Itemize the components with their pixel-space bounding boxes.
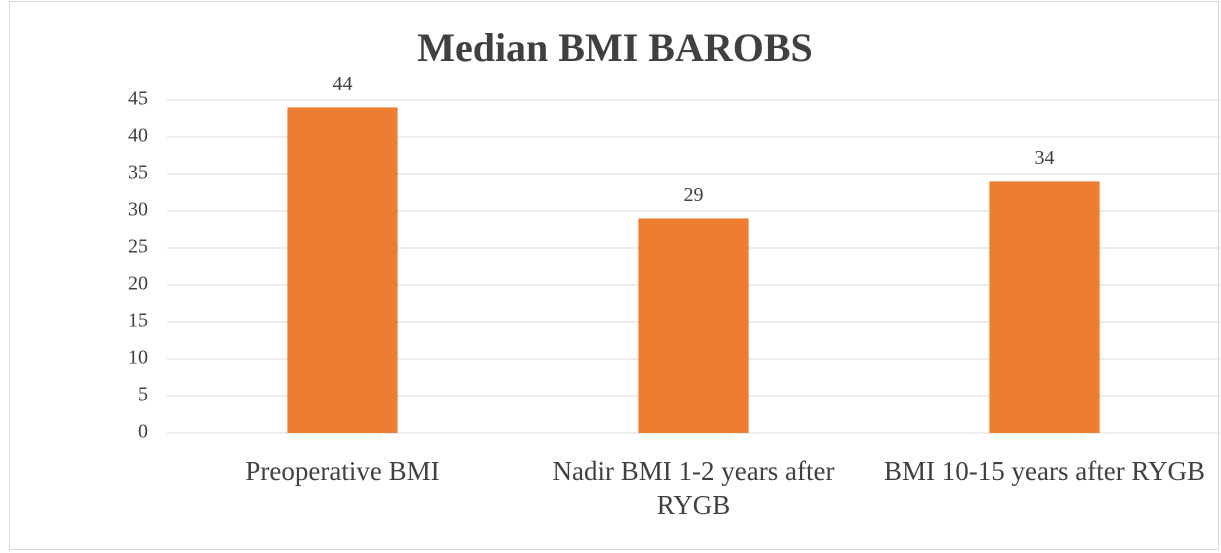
y-tick-label: 30 <box>128 199 148 221</box>
y-tick-label: 35 <box>128 162 148 184</box>
x-tick-label: Preoperative BMI <box>245 456 440 486</box>
data-label: 44 <box>333 73 353 95</box>
x-tick-label: BMI 10-15 years after RYGB <box>884 456 1205 486</box>
y-tick-label: 20 <box>128 273 148 295</box>
data-label: 34 <box>1035 147 1055 169</box>
bar <box>989 181 1100 433</box>
chart-title: Median BMI BAROBS <box>417 25 813 70</box>
y-tick-label: 25 <box>128 236 148 258</box>
bar <box>638 218 749 433</box>
y-tick-label: 5 <box>138 384 148 406</box>
y-tick-label: 40 <box>128 125 148 147</box>
y-tick-label: 45 <box>128 88 148 110</box>
bar <box>287 107 398 434</box>
x-tick-label: Nadir BMI 1-2 years after RYGB <box>552 456 835 520</box>
y-tick-label: 10 <box>128 347 148 369</box>
data-label: 29 <box>684 184 704 206</box>
y-tick-label: 0 <box>138 421 148 443</box>
y-tick-label: 15 <box>128 310 148 332</box>
